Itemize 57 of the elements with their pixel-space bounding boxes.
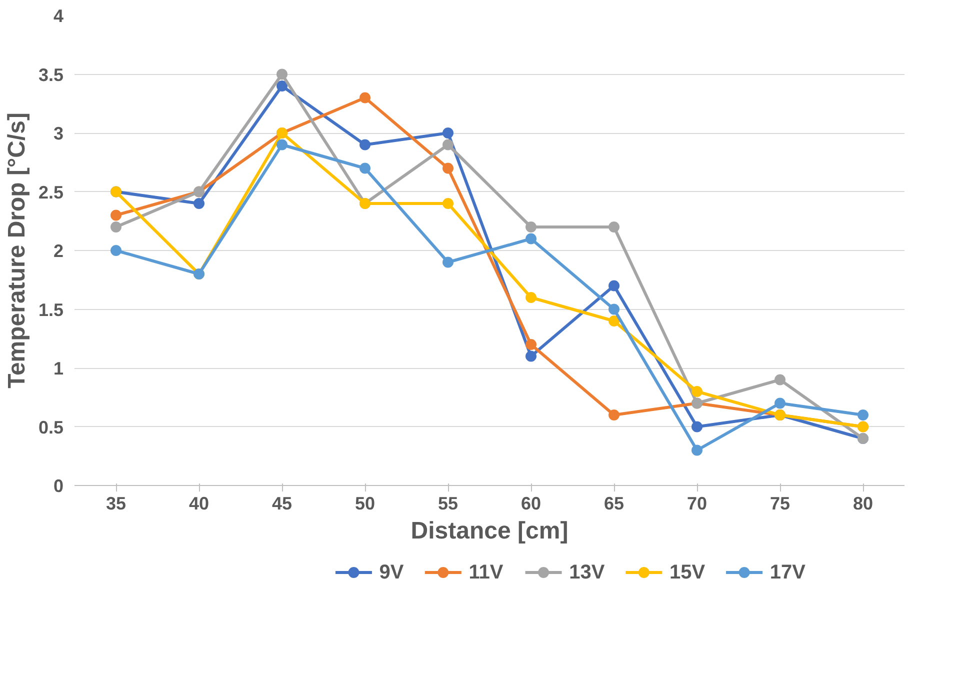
point — [526, 222, 536, 232]
y-tick-label: 1 — [53, 358, 64, 378]
x-tick-label: 35 — [106, 494, 126, 514]
x-tick-label: 70 — [686, 494, 708, 514]
y-tick-label: 1.5 — [38, 300, 64, 320]
y-tick-label: 2 — [53, 241, 64, 261]
point — [774, 374, 786, 386]
legend-label: 17V — [770, 562, 806, 584]
point — [608, 280, 620, 292]
point — [276, 68, 288, 80]
y-tick-label: 0.5 — [38, 417, 64, 438]
point — [442, 139, 454, 150]
point — [774, 398, 786, 409]
point — [110, 210, 122, 221]
point — [360, 139, 370, 150]
point — [608, 410, 620, 420]
legend-label: 9V — [379, 562, 404, 584]
y-tick-label: 0 — [53, 476, 64, 496]
point — [526, 233, 536, 244]
x-tick-label: 75 — [770, 494, 790, 514]
point — [526, 350, 536, 362]
x-axis-title: Distance [cm] — [410, 518, 568, 544]
point — [692, 421, 702, 432]
y-axis-title: Temperature Drop [°C/s] — [3, 112, 30, 388]
point — [110, 222, 122, 232]
x-tick-label: 40 — [188, 494, 210, 514]
x-tick-label: 65 — [604, 494, 624, 514]
point — [608, 222, 620, 232]
x-tick-label: 80 — [852, 494, 874, 514]
x-tick-label: 45 — [272, 494, 292, 514]
y-tick-label: 2.5 — [38, 182, 64, 202]
point — [442, 198, 454, 209]
legend-label: 11V — [468, 562, 504, 584]
point — [110, 245, 122, 256]
legend-label: 13V — [569, 562, 606, 584]
point — [858, 410, 868, 420]
point — [526, 339, 536, 350]
point — [608, 304, 620, 315]
y-tick-label: 3.5 — [38, 64, 64, 85]
point — [442, 256, 454, 268]
point — [692, 386, 702, 397]
point — [442, 128, 454, 138]
point — [360, 162, 370, 174]
x-tick-label: 55 — [438, 494, 458, 514]
y-tick-label: 3 — [53, 124, 64, 144]
y-tick-label: 4 — [53, 6, 64, 26]
point — [692, 444, 702, 456]
point — [360, 92, 370, 104]
point — [276, 139, 288, 150]
point — [608, 316, 620, 326]
point — [526, 292, 536, 303]
point — [442, 162, 454, 174]
point — [276, 80, 288, 92]
point — [194, 198, 204, 209]
x-tick-label: 60 — [520, 494, 542, 514]
legend-label: 15V — [669, 562, 706, 584]
x-tick-label: 50 — [354, 494, 376, 514]
